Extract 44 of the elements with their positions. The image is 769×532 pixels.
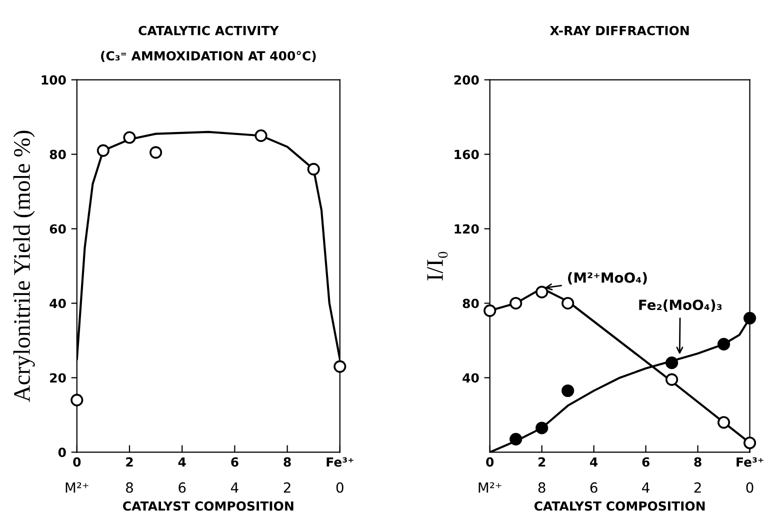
- x2-tick-label: 4: [642, 482, 650, 493]
- chart-subtitle: (C₃⁼ AMMOXIDATION AT 400°C): [101, 50, 316, 62]
- x-tick-label: 0: [486, 457, 494, 467]
- y-axis-title: Acrylonitrile Yield (mole %): [13, 130, 35, 402]
- y-tick-label: 200: [454, 75, 479, 85]
- annotation: (M²⁺MoO₄): [568, 272, 647, 285]
- chart-title: X-RAY DIFFRACTION: [550, 26, 689, 36]
- y-tick-label: 120: [454, 224, 479, 234]
- x2-tick-label: 2: [284, 482, 290, 493]
- x-tick-label: 4: [590, 457, 598, 467]
- x2-tick-label: M²⁺: [66, 482, 88, 493]
- x2-tick-label: 2: [694, 482, 701, 493]
- x2-tick-label: M²⁺: [478, 482, 502, 493]
- y-tick-label: 40: [50, 298, 66, 308]
- y-tick-label: 20: [50, 373, 66, 383]
- y-tick-label: 40: [462, 373, 479, 383]
- x-tick-label: 2: [126, 457, 133, 467]
- x-tick-label: 0: [73, 457, 81, 467]
- x-tick-label: 8: [284, 457, 291, 467]
- y-tick-label: 100: [42, 75, 66, 85]
- y-tick-label: 80: [462, 298, 479, 308]
- y-tick-label: 80: [50, 150, 66, 160]
- x2-tick-label: 0: [746, 482, 754, 493]
- x-axis-title: CATALYST COMPOSITION: [534, 501, 705, 511]
- x2-tick-label: 8: [126, 482, 133, 493]
- y-axis-title: I/I₀: [427, 252, 448, 280]
- x2-tick-label: 6: [590, 482, 598, 493]
- y-tick-label: 0: [58, 448, 66, 458]
- x-tick-label: Fe³⁺: [326, 457, 354, 467]
- x-tick-label: 6: [231, 457, 238, 467]
- x2-tick-label: 6: [178, 482, 186, 493]
- y-tick-label: 60: [50, 224, 66, 234]
- x2-tick-label: 0: [336, 482, 344, 493]
- x-tick-label: 6: [642, 457, 650, 467]
- x-tick-label: 2: [538, 457, 546, 467]
- x2-tick-label: 4: [230, 482, 238, 493]
- x-axis-title: CATALYST COMPOSITION: [123, 501, 294, 511]
- x-tick-label: Fe³⁺: [736, 457, 764, 467]
- chart-title: CATALYTIC ACTIVITY: [138, 26, 279, 36]
- x-tick-label: 4: [178, 457, 186, 467]
- annotation: Fe₂(MoO₄)₃: [639, 299, 722, 312]
- y-tick-label: 160: [454, 150, 479, 160]
- x-tick-label: 8: [694, 457, 702, 467]
- x2-tick-label: 8: [538, 482, 546, 493]
